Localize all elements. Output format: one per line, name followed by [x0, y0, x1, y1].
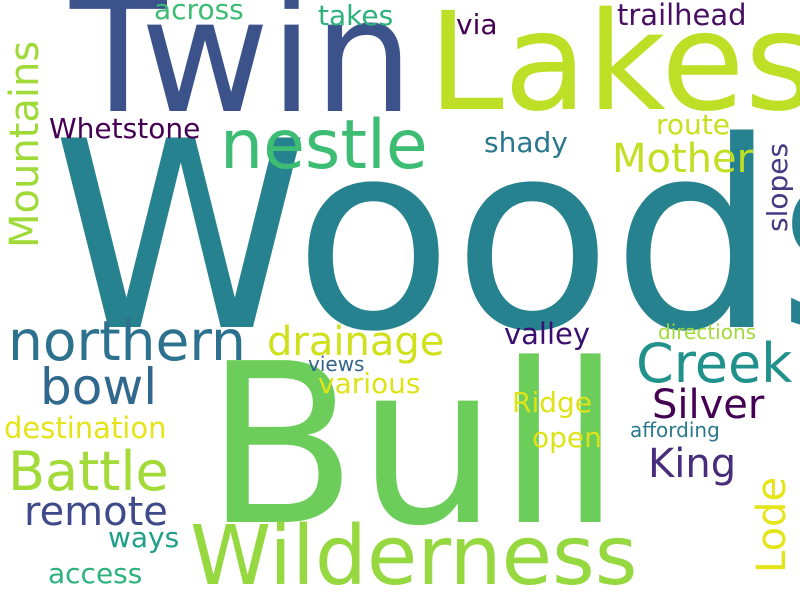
word-affording: affording: [630, 418, 720, 442]
word-nestle: nestle: [220, 106, 428, 185]
word-remote: remote: [24, 489, 168, 535]
word-takes: takes: [318, 0, 394, 32]
word-whetstone: Whetstone: [49, 112, 201, 145]
word-battle: Battle: [8, 440, 169, 503]
word-shady: shady: [484, 126, 568, 159]
word-lakes: Lakes: [428, 0, 800, 142]
word-creek: Creek: [636, 332, 793, 395]
word-views: views: [308, 352, 365, 376]
word-trailhead: trailhead: [617, 0, 747, 32]
word-drainage: drainage: [267, 319, 445, 365]
word-ridge: Ridge: [512, 386, 593, 419]
word-twin: Twin: [70, 0, 414, 149]
word-directions: directions: [658, 320, 757, 344]
word-king: King: [648, 441, 737, 487]
word-via: via: [456, 8, 498, 41]
word-open: open: [532, 421, 602, 454]
word-destination: destination: [4, 411, 167, 445]
word-woods: Woods: [52, 87, 800, 389]
word-mountains: Mountains: [2, 40, 48, 248]
word-access: access: [48, 557, 143, 590]
word-valley: valley: [504, 317, 591, 351]
word-silver: Silver: [652, 382, 765, 428]
word-lode: Lode: [749, 476, 795, 573]
word-bowl: bowl: [40, 358, 158, 416]
word-various: various: [318, 367, 421, 400]
word-route: route: [656, 108, 730, 141]
word-slopes: slopes: [761, 142, 794, 232]
word-mother: Mother: [612, 136, 754, 182]
word-ways: ways: [108, 521, 180, 554]
word-across: across: [154, 0, 244, 26]
word-northern: northern: [8, 309, 246, 373]
word-bull: Bull: [205, 317, 622, 575]
word-wilderness: Wilderness: [190, 509, 638, 600]
